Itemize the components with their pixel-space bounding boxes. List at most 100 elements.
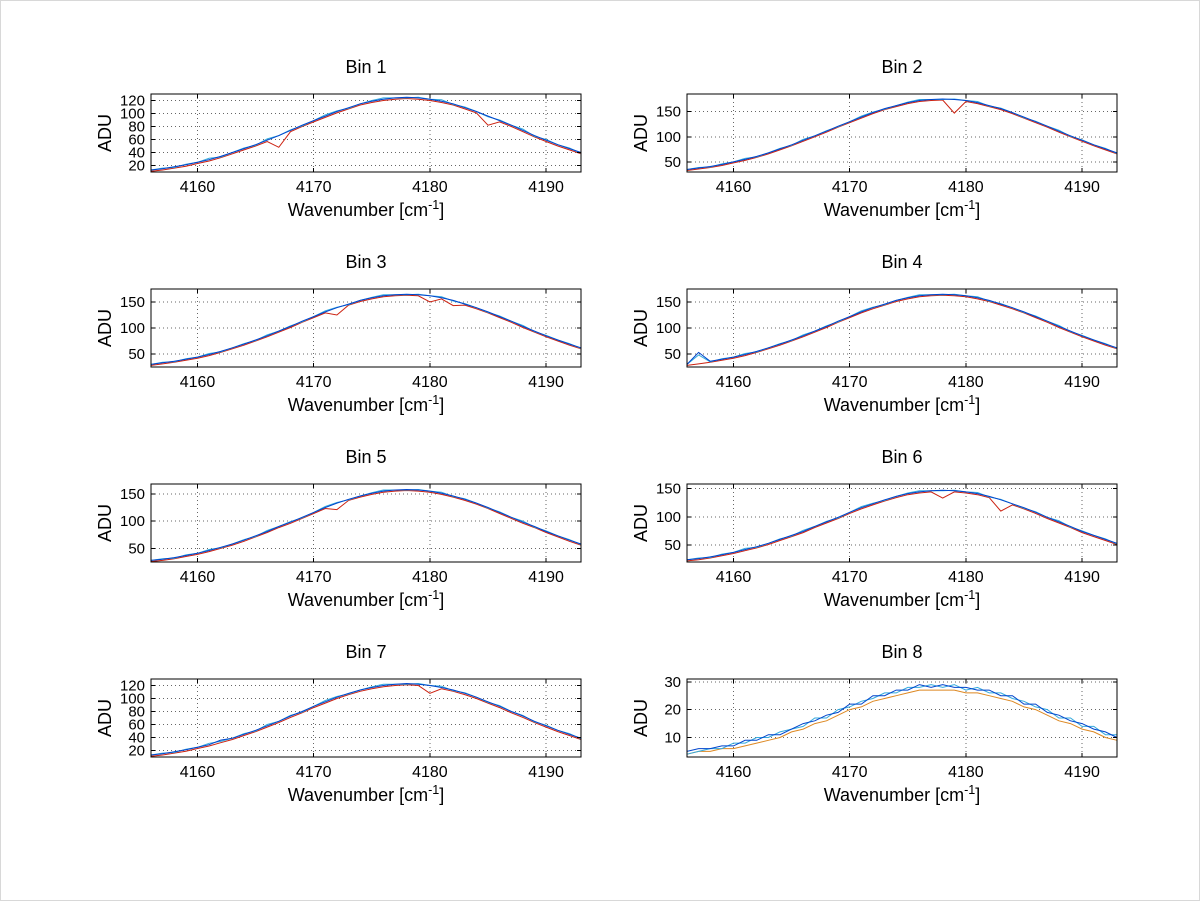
y-tick-label: 80 bbox=[128, 704, 145, 721]
y-tick-label: 100 bbox=[120, 513, 145, 530]
y-tick-label: 100 bbox=[120, 691, 145, 708]
axis-box bbox=[150, 93, 582, 173]
x-tick-label: 4170 bbox=[832, 764, 868, 781]
y-tick-label: 100 bbox=[120, 106, 145, 123]
trace-red bbox=[686, 99, 1118, 171]
axis-box bbox=[150, 678, 582, 758]
plot-area: 4160 4170 4180 4190 50 100 150 bbox=[656, 481, 1118, 586]
y-tick-label: 50 bbox=[128, 540, 145, 557]
y-tick-label: 120 bbox=[120, 93, 145, 110]
trace-red bbox=[150, 489, 582, 562]
x-axis-label: Wavenumber [cm-1] bbox=[151, 588, 581, 611]
x-tick-label: 4190 bbox=[528, 569, 564, 586]
x-axis-label: Wavenumber [cm-1] bbox=[687, 783, 1117, 806]
x-axis-label-superscript: -1 bbox=[428, 783, 440, 797]
y-tick-label: 20 bbox=[128, 743, 145, 760]
x-tick-label: 4170 bbox=[296, 179, 332, 196]
trace-red bbox=[686, 294, 1118, 366]
trace-orange bbox=[686, 689, 1118, 755]
trace-red bbox=[150, 97, 582, 172]
x-axis-label-close: ] bbox=[439, 785, 445, 805]
x-axis-label-superscript: -1 bbox=[964, 198, 976, 212]
plot-title: Bin 8 bbox=[881, 642, 923, 662]
x-tick-label: 4170 bbox=[296, 374, 332, 391]
plot-area: 4160 4170 4180 4190 50 100 150 bbox=[120, 288, 582, 391]
y-tick-label: 60 bbox=[128, 132, 145, 149]
trace-blue bbox=[150, 488, 582, 561]
x-axis-label-close: ] bbox=[439, 590, 445, 610]
x-axis-label: Wavenumber [cm-1] bbox=[687, 198, 1117, 221]
y-tick-label: 100 bbox=[120, 320, 145, 337]
x-axis-label-close: ] bbox=[975, 785, 981, 805]
y-tick-label: 30 bbox=[664, 674, 681, 691]
x-axis-label-text: Wavenumber [cm bbox=[823, 200, 965, 220]
y-tick-label: 40 bbox=[128, 730, 145, 747]
x-tick-label: 4160 bbox=[180, 764, 216, 781]
plot-title: Bin 2 bbox=[881, 57, 923, 77]
x-axis-label-text: Wavenumber [cm bbox=[287, 395, 429, 415]
plot-area: 4160 4170 4180 4190 50 100 150 bbox=[120, 483, 582, 586]
x-axis-label-superscript: -1 bbox=[428, 393, 440, 407]
plot-title: Bin 7 bbox=[345, 642, 387, 662]
y-tick-label: 20 bbox=[664, 702, 681, 719]
x-tick-label: 4160 bbox=[716, 569, 752, 586]
trace-red bbox=[150, 684, 582, 757]
axis-box bbox=[686, 93, 1118, 173]
axis-box bbox=[150, 483, 582, 563]
x-axis-label-superscript: -1 bbox=[964, 393, 976, 407]
subplot-bin-1: Bin 1 ADU 4160 4170 4180 4190 20 40 60 80 100 120… bbox=[91, 56, 591, 224]
x-axis-label-text: Wavenumber [cm bbox=[823, 590, 965, 610]
x-axis-label-close: ] bbox=[975, 395, 981, 415]
y-tick-label: 20 bbox=[128, 158, 145, 175]
y-tick-label: 150 bbox=[656, 104, 681, 121]
x-tick-label: 4190 bbox=[1064, 179, 1100, 196]
x-axis-label-close: ] bbox=[975, 200, 981, 220]
x-tick-label: 4170 bbox=[832, 374, 868, 391]
y-tick-label: 150 bbox=[120, 294, 145, 311]
x-tick-label: 4160 bbox=[180, 569, 216, 586]
y-tick-label: 120 bbox=[120, 678, 145, 695]
plot-title: Bin 6 bbox=[881, 447, 923, 467]
x-tick-label: 4160 bbox=[716, 764, 752, 781]
plot-area: 4160 4170 4180 4190 50 100 150 bbox=[656, 288, 1118, 391]
x-tick-label: 4170 bbox=[296, 569, 332, 586]
x-tick-label: 4180 bbox=[948, 374, 984, 391]
x-axis-label-close: ] bbox=[439, 200, 445, 220]
trace-blue bbox=[686, 489, 1118, 561]
x-tick-label: 4170 bbox=[296, 764, 332, 781]
x-tick-label: 4160 bbox=[716, 374, 752, 391]
y-tick-label: 100 bbox=[656, 320, 681, 337]
trace-blue bbox=[150, 293, 582, 365]
x-axis-label-superscript: -1 bbox=[428, 588, 440, 602]
x-axis-label-text: Wavenumber [cm bbox=[287, 785, 429, 805]
x-tick-label: 4180 bbox=[948, 569, 984, 586]
x-tick-label: 4160 bbox=[180, 374, 216, 391]
x-axis-label-superscript: -1 bbox=[964, 783, 976, 797]
trace-cyan bbox=[686, 684, 1117, 755]
y-tick-label: 40 bbox=[128, 145, 145, 162]
x-tick-label: 4190 bbox=[1064, 374, 1100, 391]
x-axis-label-text: Wavenumber [cm bbox=[287, 590, 429, 610]
x-tick-label: 4160 bbox=[180, 179, 216, 196]
y-tick-label: 150 bbox=[656, 294, 681, 311]
trace-blue bbox=[150, 682, 582, 756]
x-tick-label: 4190 bbox=[528, 764, 564, 781]
x-tick-label: 4190 bbox=[1064, 764, 1100, 781]
y-tick-label: 10 bbox=[664, 730, 681, 747]
x-axis-label: Wavenumber [cm-1] bbox=[687, 588, 1117, 611]
y-tick-label: 100 bbox=[656, 509, 681, 526]
x-tick-label: 4170 bbox=[832, 179, 868, 196]
x-tick-label: 4180 bbox=[948, 179, 984, 196]
y-tick-label: 60 bbox=[128, 717, 145, 734]
y-tick-label: 50 bbox=[664, 537, 681, 554]
subplot-bin-8: Bin 8 ADU 4160 4170 4180 4190 10 20 30 Wavenum… bbox=[627, 641, 1127, 809]
y-tick-label: 150 bbox=[656, 481, 681, 498]
trace-blue bbox=[686, 293, 1118, 365]
plot-area: 4160 4170 4180 4190 50 100 150 bbox=[656, 93, 1118, 196]
x-axis-label-text: Wavenumber [cm bbox=[823, 785, 965, 805]
x-tick-label: 4190 bbox=[1064, 569, 1100, 586]
x-tick-label: 4190 bbox=[528, 374, 564, 391]
